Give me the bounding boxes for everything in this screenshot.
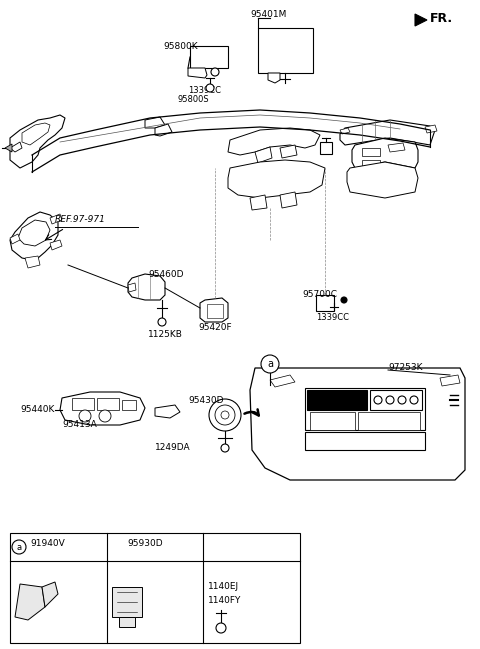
Circle shape [221, 444, 229, 452]
Circle shape [211, 68, 219, 76]
Circle shape [158, 318, 166, 326]
Polygon shape [155, 124, 172, 136]
Polygon shape [270, 375, 295, 387]
Circle shape [398, 396, 406, 404]
Polygon shape [255, 147, 272, 163]
Polygon shape [128, 283, 136, 292]
Bar [72, 398, 94, 410]
Text: 95430D: 95430D [188, 396, 224, 405]
Circle shape [410, 396, 418, 404]
Polygon shape [188, 68, 207, 78]
Circle shape [206, 84, 214, 92]
Polygon shape [145, 117, 165, 128]
Polygon shape [15, 584, 45, 620]
Circle shape [99, 410, 111, 422]
Polygon shape [18, 220, 50, 246]
Polygon shape [250, 195, 267, 210]
Polygon shape [228, 128, 320, 155]
Text: 97253K: 97253K [388, 363, 422, 372]
Polygon shape [200, 298, 228, 322]
Polygon shape [10, 212, 58, 260]
Polygon shape [415, 14, 427, 26]
Polygon shape [280, 145, 297, 158]
Bar [362, 160, 380, 166]
Text: REF.97-971: REF.97-971 [55, 215, 106, 224]
Text: a: a [16, 543, 22, 552]
Text: a: a [267, 359, 273, 369]
Polygon shape [128, 274, 165, 300]
Bar [370, 390, 422, 410]
Text: 95930D: 95930D [127, 539, 163, 548]
Text: 95413A: 95413A [62, 420, 97, 429]
Text: 95440K: 95440K [20, 405, 54, 414]
Bar [305, 432, 425, 450]
Bar [97, 398, 119, 410]
Polygon shape [5, 144, 12, 152]
Polygon shape [22, 123, 50, 145]
Polygon shape [10, 142, 22, 152]
Text: 95800S: 95800S [178, 95, 210, 104]
Polygon shape [50, 240, 62, 250]
Bar [207, 304, 223, 318]
Text: 95800K: 95800K [163, 42, 198, 51]
Bar [307, 390, 367, 410]
Text: FR.: FR. [430, 12, 453, 25]
Bar [320, 142, 332, 154]
Text: 95401M: 95401M [250, 10, 287, 19]
Polygon shape [10, 234, 20, 244]
Bar [362, 148, 380, 156]
Text: 91940V: 91940V [30, 539, 65, 548]
Bar [316, 295, 334, 311]
Text: 1339CC: 1339CC [188, 86, 221, 95]
Bar [358, 412, 420, 430]
Circle shape [341, 297, 347, 303]
Bar [190, 46, 228, 68]
Text: 1140EJ: 1140EJ [208, 582, 239, 591]
Polygon shape [440, 375, 460, 386]
Text: 95460D: 95460D [148, 270, 183, 279]
Polygon shape [25, 256, 40, 268]
Polygon shape [388, 143, 405, 152]
Text: 95700C: 95700C [302, 290, 337, 299]
Text: 95420F: 95420F [198, 323, 232, 332]
Text: 1125KB: 1125KB [148, 330, 183, 339]
Bar [258, 28, 313, 73]
Polygon shape [280, 192, 297, 208]
Bar [10, 533, 300, 643]
Circle shape [209, 399, 241, 431]
Polygon shape [112, 587, 142, 617]
Circle shape [374, 396, 382, 404]
Polygon shape [250, 368, 465, 480]
Polygon shape [10, 115, 65, 168]
Polygon shape [425, 125, 437, 133]
Bar [305, 388, 425, 430]
Polygon shape [119, 617, 135, 627]
Polygon shape [60, 392, 145, 425]
Text: 1140FY: 1140FY [208, 596, 241, 605]
Polygon shape [352, 138, 418, 168]
Polygon shape [50, 214, 62, 224]
Polygon shape [340, 128, 350, 134]
Polygon shape [228, 160, 325, 198]
Polygon shape [42, 582, 58, 607]
Circle shape [215, 405, 235, 425]
Circle shape [221, 411, 229, 419]
Circle shape [386, 396, 394, 404]
Text: 1339CC: 1339CC [316, 313, 349, 322]
Circle shape [216, 623, 226, 633]
Polygon shape [268, 73, 280, 83]
Circle shape [79, 410, 91, 422]
Polygon shape [347, 162, 418, 198]
Text: 1249DA: 1249DA [155, 443, 191, 452]
Circle shape [261, 355, 279, 373]
Bar [310, 412, 355, 430]
Circle shape [12, 540, 26, 554]
Polygon shape [340, 120, 435, 145]
Polygon shape [155, 405, 180, 418]
Bar [122, 400, 136, 410]
